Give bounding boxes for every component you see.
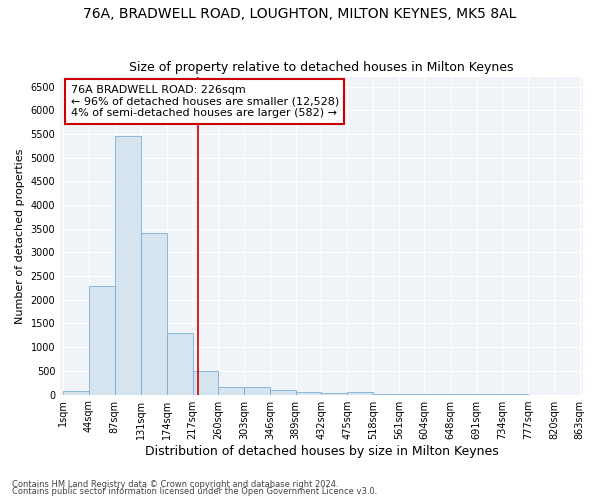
Bar: [89, 286, 115, 395]
Bar: [218, 386, 244, 394]
Text: 76A BRADWELL ROAD: 226sqm
← 96% of detached houses are smaller (12,528)
4% of se: 76A BRADWELL ROAD: 226sqm ← 96% of detac…: [71, 85, 339, 118]
Text: Contains HM Land Registry data © Crown copyright and database right 2024.: Contains HM Land Registry data © Crown c…: [12, 480, 338, 489]
Bar: [141, 234, 167, 394]
Bar: [244, 388, 270, 394]
Bar: [296, 392, 322, 394]
Bar: [115, 136, 141, 394]
Bar: [193, 372, 218, 394]
Bar: [347, 392, 373, 394]
Bar: [167, 333, 193, 394]
Bar: [63, 391, 89, 394]
Text: Contains public sector information licensed under the Open Government Licence v3: Contains public sector information licen…: [12, 487, 377, 496]
X-axis label: Distribution of detached houses by size in Milton Keynes: Distribution of detached houses by size …: [145, 444, 498, 458]
Bar: [322, 392, 347, 394]
Y-axis label: Number of detached properties: Number of detached properties: [15, 148, 25, 324]
Text: 76A, BRADWELL ROAD, LOUGHTON, MILTON KEYNES, MK5 8AL: 76A, BRADWELL ROAD, LOUGHTON, MILTON KEY…: [83, 8, 517, 22]
Bar: [270, 390, 296, 394]
Title: Size of property relative to detached houses in Milton Keynes: Size of property relative to detached ho…: [129, 62, 514, 74]
